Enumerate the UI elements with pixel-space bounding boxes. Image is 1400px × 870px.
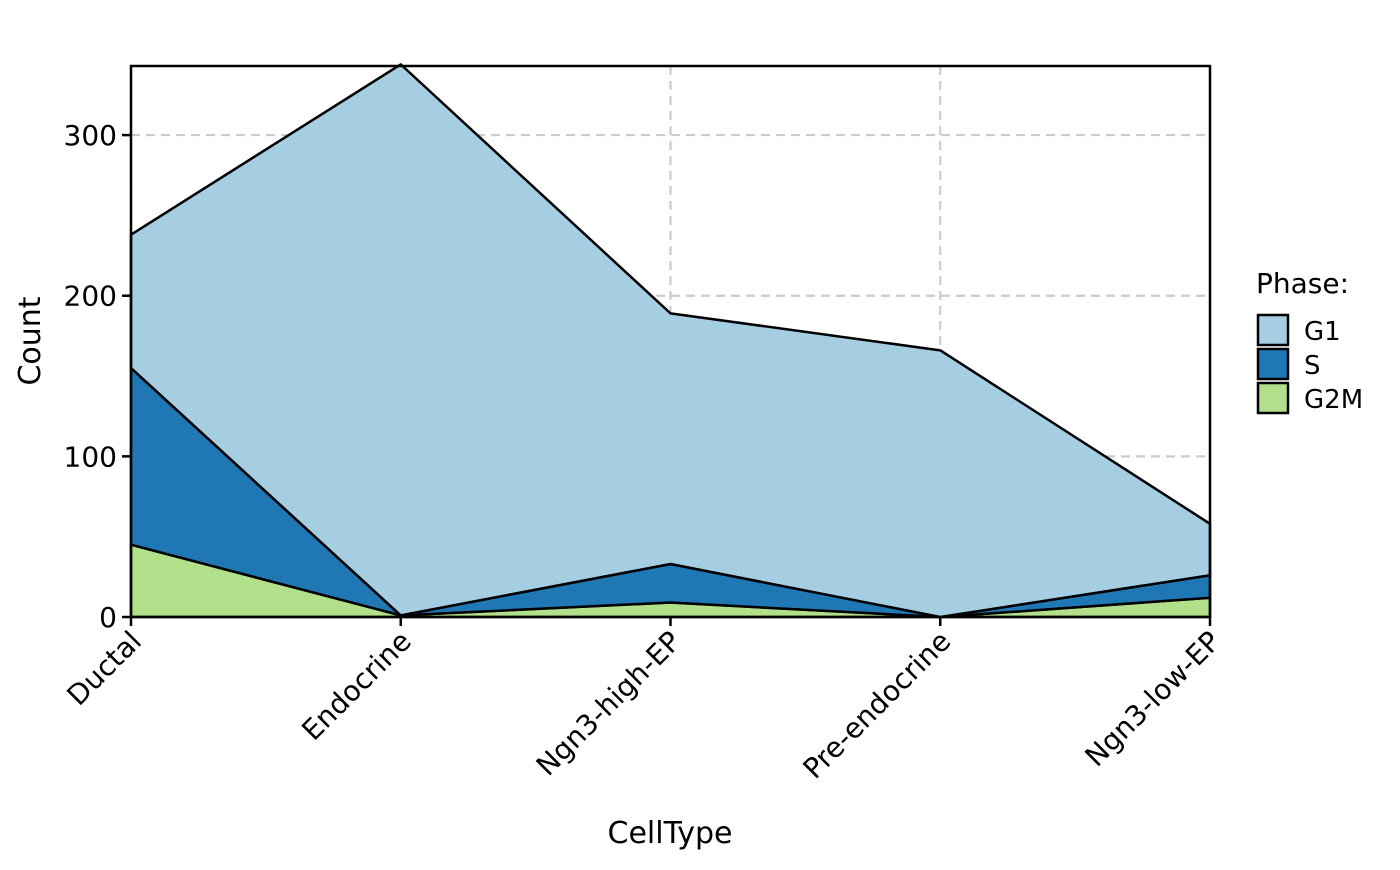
legend: Phase: G1 S G2M [1256,267,1363,415]
x-tick-label: Pre-endocrine [797,625,958,786]
x-tick-label: Ngn3-low-EP [1079,625,1227,773]
legend-swatch-g2m [1256,381,1290,415]
y-axis-title: Count [13,296,48,385]
legend-swatch-g1 [1256,313,1290,347]
legend-title: Phase: [1256,267,1349,300]
legend-label-s: S [1304,351,1321,381]
legend-swatch-s [1256,347,1290,381]
legend-label-g2m: G2M [1304,385,1363,415]
x-tick-label: Ductal [61,625,148,712]
y-tick-label: 200 [64,280,117,313]
x-tick-label: Endocrine [295,625,417,747]
y-tick-label: 100 [64,440,117,473]
y-tick-label: 0 [99,601,117,634]
legend-label-g1: G1 [1304,317,1341,347]
x-axis-title: CellType [608,816,733,851]
y-tick-label: 300 [64,119,117,152]
x-tick-label: Ngn3-high-EP [530,625,688,783]
legend-items: G1 S G2M [1256,313,1363,415]
